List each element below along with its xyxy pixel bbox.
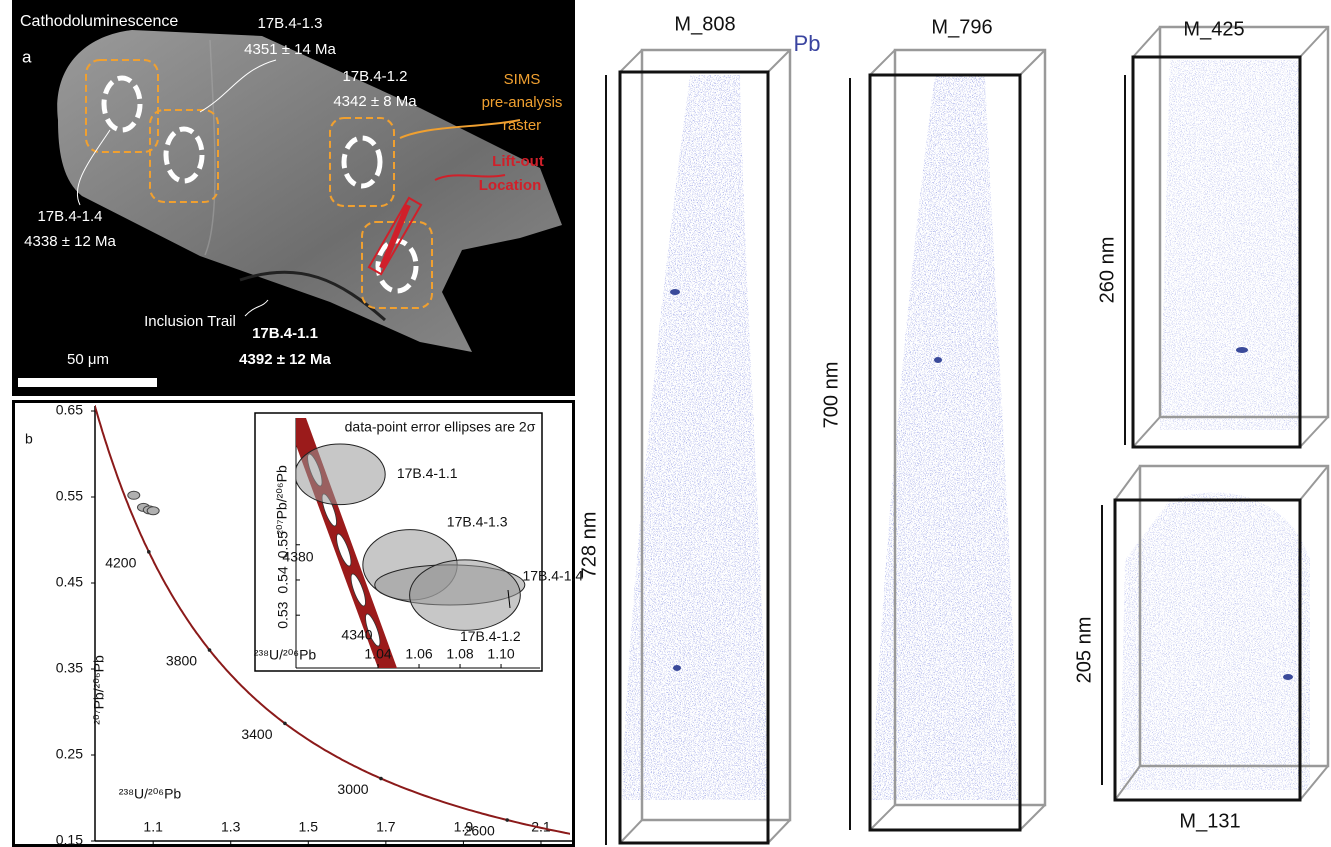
panel-a: Cathodoluminescence a 17B.4-1.3 4351 ± 1… xyxy=(12,0,575,396)
x-tick-label: 1.7 xyxy=(376,819,396,835)
inset-x-tick-label: 1.06 xyxy=(405,646,432,662)
sims-label: raster xyxy=(503,117,541,134)
age-label: 2600 xyxy=(464,823,495,839)
page: Cathodoluminescence a 17B.4-1.3 4351 ± 1… xyxy=(0,0,1331,847)
height-label: 205 nm xyxy=(1073,617,1095,684)
figure: Cathodoluminescence a 17B.4-1.3 4351 ± 1… xyxy=(0,0,1331,847)
inset-x-tick-label: 1.08 xyxy=(446,646,473,662)
ellipse-label: 17B.4-1.1 xyxy=(397,465,458,481)
spot-age: 4342 ± 8 Ma xyxy=(333,93,417,110)
error-ellipse xyxy=(295,444,385,505)
y-tick-label: 0.45 xyxy=(56,574,83,590)
error-ellipse xyxy=(410,560,521,630)
height-label: 700 nm xyxy=(820,362,842,429)
sample-name: M_425 xyxy=(1183,18,1244,40)
element-label: Pb xyxy=(794,31,821,56)
spot-age: 4351 ± 14 Ma xyxy=(244,41,336,58)
spot-label: 17B.4-1.4 xyxy=(37,208,102,225)
age-label: 3400 xyxy=(241,726,272,742)
spot-label: 17B.4-1.3 xyxy=(257,15,322,32)
age-label: 4340 xyxy=(341,627,372,643)
age-label: 4200 xyxy=(105,555,136,571)
x-tick-label: 1.1 xyxy=(143,819,163,835)
atom-cloud xyxy=(860,60,1030,820)
y-tick-label: 0.25 xyxy=(56,746,83,762)
atom-cloud xyxy=(610,60,780,820)
spot-age: 4338 ± 12 Ma xyxy=(24,233,116,250)
y-tick-label: 0.35 xyxy=(56,660,83,676)
sample-name: M_808 xyxy=(674,13,735,35)
inset-x-tick-label: 1.04 xyxy=(364,646,391,662)
height-label: 260 nm xyxy=(1096,237,1118,304)
x-tick-label: 1.5 xyxy=(299,819,319,835)
spot-age: 4392 ± 12 Ma xyxy=(239,351,331,368)
age-marker xyxy=(379,777,383,781)
sims-label: pre-analysis xyxy=(482,94,563,111)
ellipse-label: 17B.4-1.3 xyxy=(447,514,508,530)
age-label: 3800 xyxy=(166,653,197,669)
y-axis-label: ²⁰⁷Pb/²⁰⁶Pb xyxy=(91,655,107,725)
ellipse-label: 17B.4-1.4 xyxy=(522,568,583,584)
spot-label: 17B.4-1.2 xyxy=(342,68,407,85)
x-tick-label: 1.3 xyxy=(221,819,241,835)
panel-letter: a xyxy=(22,47,32,66)
age-marker xyxy=(283,722,287,726)
age-marker xyxy=(147,550,151,554)
panel-letter: b xyxy=(25,431,33,447)
y-tick-label: 0.65 xyxy=(56,402,83,418)
inset-y-tick-label: 0.54 xyxy=(275,566,291,593)
inset-x-label: ²³⁸U/²⁰⁶Pb xyxy=(254,647,317,663)
inclusion-label: Inclusion Trail xyxy=(144,313,236,330)
inset-title: data-point error ellipses are 2σ xyxy=(345,419,536,435)
x-axis-label: ²³⁸U/²⁰⁶Pb xyxy=(119,786,182,802)
y-tick-label: 0.15 xyxy=(56,832,83,847)
data-point xyxy=(128,491,140,499)
inset-x-tick-label: 1.10 xyxy=(487,646,514,662)
scale-bar xyxy=(18,378,157,387)
panel-title: Cathodoluminescence xyxy=(20,13,178,30)
data-point xyxy=(147,507,159,515)
age-marker xyxy=(208,648,212,652)
inset-y-tick-label: 0.53 xyxy=(275,601,291,628)
sample-name: M_131 xyxy=(1179,810,1240,832)
y-tick-label: 0.55 xyxy=(56,488,83,504)
height-label: 728 nm xyxy=(578,512,600,579)
sims-label: SIMS xyxy=(504,71,541,88)
liftout-label: Lift-out xyxy=(492,153,544,170)
liftout-label: Location xyxy=(479,177,542,194)
scale-label: 50 μm xyxy=(67,351,109,368)
age-marker xyxy=(505,818,509,822)
apt-panels: M_808 M_796 M_425 M_131 Pb 728 nm 700 nm… xyxy=(578,13,1328,845)
spot-label: 17B.4-1.1 xyxy=(252,325,318,342)
inset-y-label: ²⁰⁷Pb/²⁰⁶Pb xyxy=(274,465,290,535)
atom-cloud xyxy=(1150,50,1310,440)
sample-name: M_796 xyxy=(931,16,992,38)
ellipse-label: 17B.4-1.2 xyxy=(460,628,521,644)
age-label: 3000 xyxy=(337,781,368,797)
atom-cloud xyxy=(1115,480,1315,800)
